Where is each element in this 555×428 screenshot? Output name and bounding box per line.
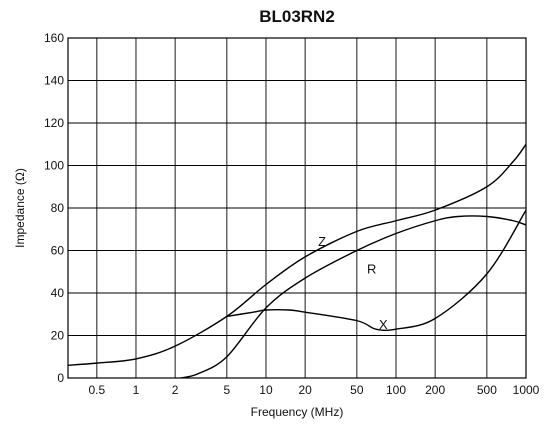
series-line-r (180, 215, 526, 378)
curve-labels: Z R X (318, 234, 388, 332)
x-tick-label: 5 (224, 383, 231, 397)
curve-label-x: X (379, 317, 388, 332)
x-tick-label: 50 (350, 383, 364, 397)
series-line-x (226, 209, 526, 332)
x-tick-label: 0.5 (88, 383, 105, 397)
y-tick-label: 160 (44, 31, 64, 45)
x-tick-label: 500 (477, 383, 497, 397)
chart-title: BL03RN2 (259, 7, 335, 26)
y-tick-label: 60 (51, 244, 65, 258)
x-tick-label: 20 (298, 383, 312, 397)
y-tick-label: 100 (44, 159, 64, 173)
series-lines (68, 143, 526, 378)
x-tick-label: 2 (172, 383, 179, 397)
y-tick-label: 80 (51, 201, 65, 215)
y-tick-label: 0 (57, 371, 64, 385)
y-tick-label: 140 (44, 74, 64, 88)
x-tick-label: 10 (259, 383, 273, 397)
x-tick-label: 1000 (513, 383, 540, 397)
y-tick-labels: 0 20 40 60 80 100 120 140 160 (44, 31, 64, 385)
y-axis-label: Impedance (Ω) (13, 168, 27, 248)
y-tick-label: 40 (51, 286, 65, 300)
x-tick-label: 200 (425, 383, 445, 397)
plot-frame (67, 37, 527, 379)
curve-label-r: R (367, 262, 376, 277)
y-tick-label: 20 (51, 329, 65, 343)
x-tick-label: 1 (133, 383, 140, 397)
x-axis-label: Frequency (MHz) (251, 405, 344, 419)
curve-label-z: Z (318, 234, 326, 249)
x-tick-labels: 0.5 1 2 5 10 20 50 100 200 500 1000 (88, 383, 539, 397)
grid-lines (68, 37, 527, 379)
y-tick-label: 120 (44, 116, 64, 130)
series-line-z (68, 143, 526, 366)
x-tick-label: 100 (386, 383, 406, 397)
